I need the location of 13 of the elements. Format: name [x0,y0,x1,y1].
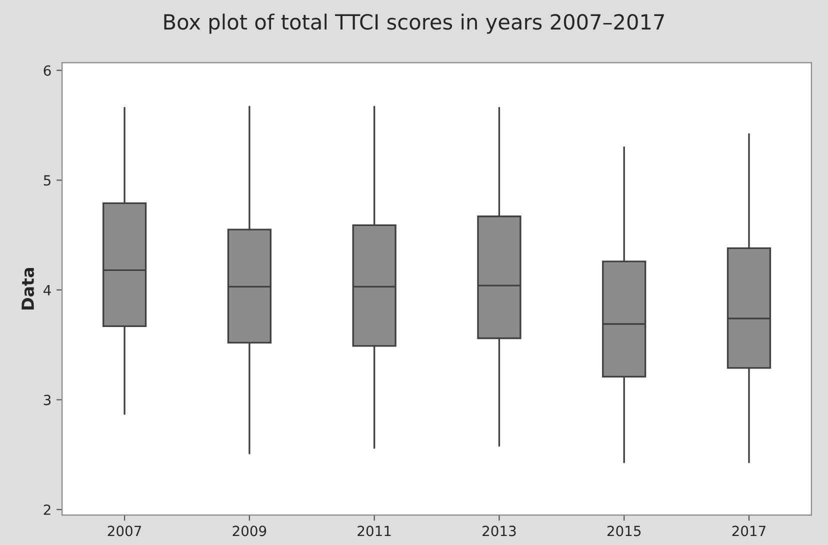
y-tick-label: 6 [44,65,51,76]
x-tick-label: 2007 [108,526,142,536]
x-tick-label: 2013 [482,526,516,536]
y-tick-label: 3 [44,394,51,406]
x-tick-label: 2017 [732,526,766,536]
x-tick-label: 2011 [358,526,391,536]
y-tick-label: 4 [44,285,51,296]
x-tick-label: 2015 [607,526,641,536]
y-tick-label: 2 [44,504,50,515]
x-tick-label: 2009 [232,526,266,536]
y-tick-label: 5 [44,175,50,186]
y-axis-title: Data [22,268,34,310]
chart-title: Box plot of total TTCI scores in years 2007–2017 [164,14,664,34]
